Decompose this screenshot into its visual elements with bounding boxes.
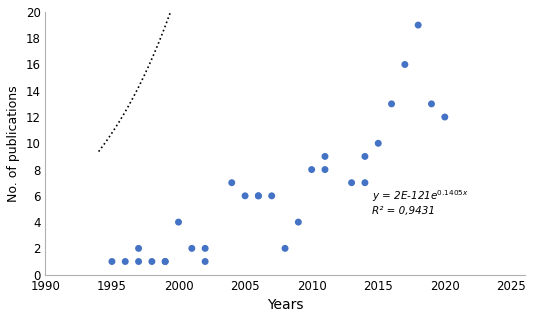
Point: [227, 180, 236, 185]
Y-axis label: No. of publications: No. of publications: [7, 85, 20, 202]
Point: [134, 246, 143, 251]
Point: [188, 246, 196, 251]
Point: [174, 219, 183, 225]
Point: [254, 193, 263, 198]
Point: [201, 246, 209, 251]
Point: [134, 259, 143, 264]
Point: [148, 259, 156, 264]
Point: [294, 219, 303, 225]
Point: [387, 101, 396, 107]
Point: [161, 259, 170, 264]
Point: [241, 193, 249, 198]
Point: [320, 154, 329, 159]
Point: [401, 62, 409, 67]
Point: [361, 154, 369, 159]
Text: y = 2E-121e$^{0.1405x}$
R² = 0,9431: y = 2E-121e$^{0.1405x}$ R² = 0,9431: [372, 189, 468, 216]
Point: [414, 23, 423, 28]
Point: [268, 193, 276, 198]
Point: [347, 180, 356, 185]
Point: [308, 167, 316, 172]
Point: [440, 115, 449, 120]
Point: [254, 193, 263, 198]
Point: [320, 167, 329, 172]
Point: [361, 180, 369, 185]
Point: [427, 101, 436, 107]
Point: [108, 259, 116, 264]
Point: [201, 259, 209, 264]
Point: [161, 259, 170, 264]
Point: [374, 141, 383, 146]
X-axis label: Years: Years: [267, 298, 303, 312]
Point: [281, 246, 289, 251]
Point: [121, 259, 129, 264]
